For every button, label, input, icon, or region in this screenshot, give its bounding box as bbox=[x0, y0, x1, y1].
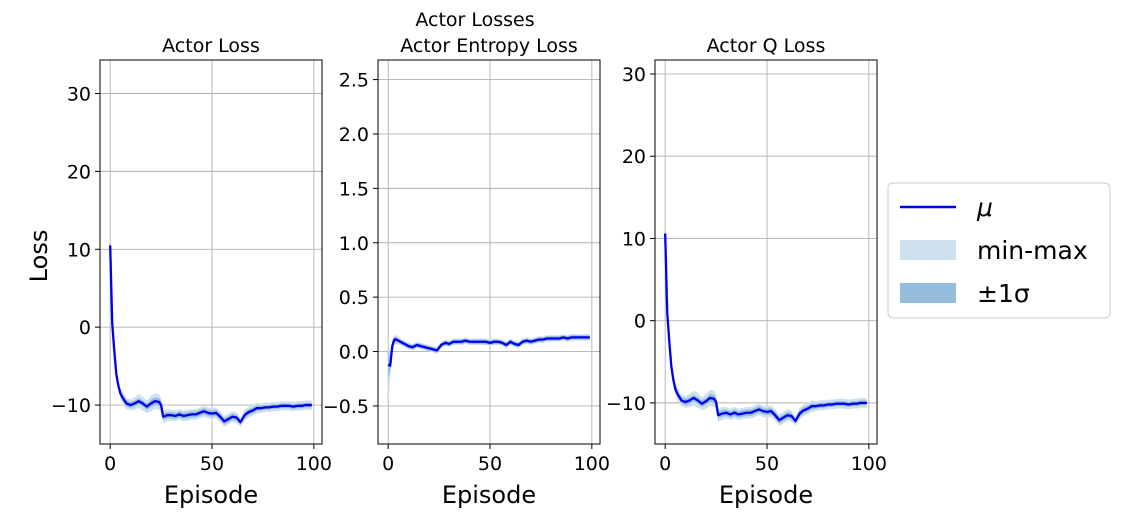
x-tick-label: 50 bbox=[200, 453, 224, 475]
y-tick-label: 2.5 bbox=[339, 70, 369, 92]
panel-actor-entropy-loss: 0 50 100 −0.5 0.0 0.5 1.0 1.5 2.0 2.5 Actor Entrop… bbox=[323, 35, 610, 509]
y-tick-label: 0.5 bbox=[339, 287, 369, 309]
x-tick-label: 0 bbox=[104, 453, 116, 475]
std-band bbox=[388, 335, 590, 379]
y-tick-label: 1.0 bbox=[339, 233, 369, 255]
panel-title: Actor Q Loss bbox=[707, 35, 826, 57]
min-max-band bbox=[110, 245, 312, 427]
legend-label: ±1σ bbox=[977, 279, 1030, 308]
legend-swatch bbox=[900, 283, 956, 303]
y-tick-label: 10 bbox=[622, 228, 646, 250]
min-max-band bbox=[388, 334, 590, 401]
y-tick-label: −0.5 bbox=[323, 396, 369, 418]
panel-title: Actor Entropy Loss bbox=[400, 35, 578, 57]
y-tick-label: 2.0 bbox=[339, 124, 369, 146]
axes-frame bbox=[377, 59, 601, 445]
y-tick-label: 30 bbox=[622, 64, 646, 86]
y-tick-label: −10 bbox=[606, 393, 646, 415]
x-tick-label: 100 bbox=[851, 453, 887, 475]
legend-label: min-max bbox=[977, 236, 1088, 265]
y-tick-label: 0 bbox=[634, 311, 646, 333]
mean-line bbox=[109, 245, 312, 424]
figure-ylabel: Loss bbox=[25, 230, 53, 283]
y-tick-label: 0 bbox=[79, 317, 91, 339]
y-tick-label: 0.0 bbox=[339, 342, 369, 364]
x-tick-label: 0 bbox=[659, 453, 671, 475]
y-tick-label: −10 bbox=[51, 395, 91, 417]
panel-title: Actor Loss bbox=[162, 35, 260, 57]
legend: μ min-max ±1σ bbox=[887, 182, 1111, 319]
y-tick-label: 10 bbox=[67, 239, 91, 261]
x-tick-label: 50 bbox=[755, 453, 779, 475]
x-tick-label: 0 bbox=[382, 453, 394, 475]
y-tick-label: 20 bbox=[67, 161, 91, 183]
panel-actor-loss: 0 50 100 −10 0 10 20 30 Actor Loss Episode bbox=[51, 35, 332, 509]
figure-suptitle: Actor Losses bbox=[415, 9, 534, 31]
y-tick-label: 1.5 bbox=[339, 178, 369, 200]
y-tick-label: 20 bbox=[622, 146, 646, 168]
x-tick-label: 50 bbox=[478, 453, 502, 475]
axes-frame bbox=[654, 59, 878, 445]
x-tick-label: 100 bbox=[296, 453, 332, 475]
x-axis-label: Episode bbox=[719, 481, 813, 509]
axes-frame bbox=[99, 59, 323, 445]
mean-line bbox=[387, 336, 590, 367]
min-max-band bbox=[665, 233, 867, 426]
legend-swatch bbox=[900, 240, 956, 260]
legend-label: μ bbox=[976, 193, 993, 222]
x-axis-label: Episode bbox=[164, 481, 258, 509]
x-axis-label: Episode bbox=[442, 481, 536, 509]
panel-actor-q-loss: 0 50 100 −10 0 10 20 30 Actor Q Loss Episode bbox=[606, 35, 887, 509]
mean-line bbox=[664, 233, 867, 423]
y-tick-label: 30 bbox=[67, 83, 91, 105]
x-tick-label: 100 bbox=[574, 453, 610, 475]
